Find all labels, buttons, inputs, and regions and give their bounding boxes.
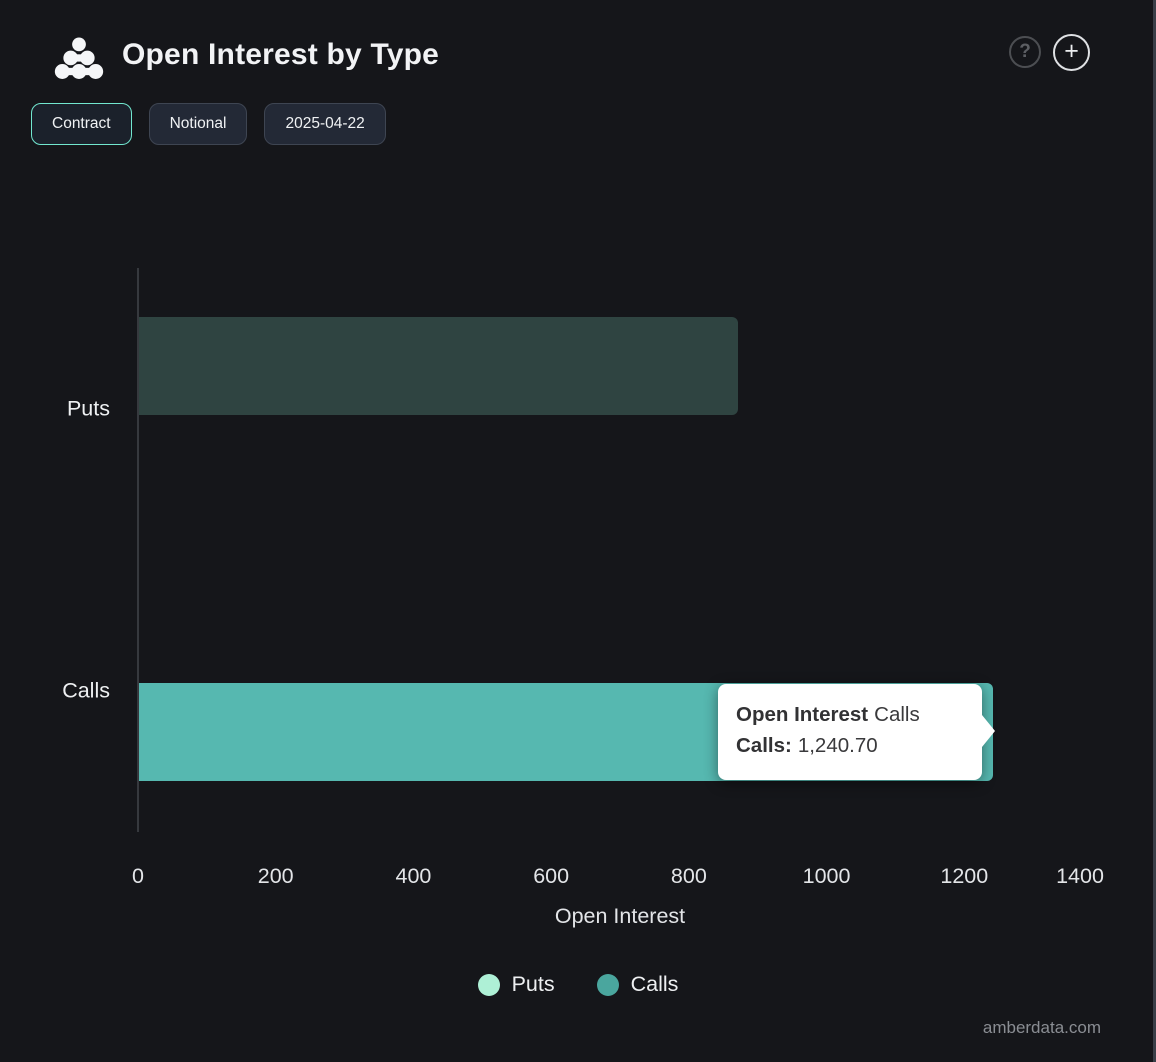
legend-label: Puts [511, 972, 555, 996]
legend-item-calls[interactable]: Calls [596, 972, 679, 997]
tooltip-row-value: 1,240.70 [797, 734, 878, 757]
tooltip-arrow [982, 715, 995, 747]
category-label-calls: Calls [62, 678, 110, 703]
toolbar-button-contract[interactable]: Contract [31, 103, 132, 145]
chart-tooltip: Open Interest Calls Calls: 1,240.70 [718, 684, 995, 780]
tooltip-row-label: Calls: [736, 734, 792, 757]
tooltip-series-suffix: Calls [874, 703, 920, 726]
scrollbar-track[interactable] [1153, 0, 1156, 1062]
tooltip-title-row: Open Interest Calls [736, 699, 982, 730]
x-tick-label: 400 [395, 864, 432, 888]
help-button[interactable]: ? [1009, 36, 1041, 68]
legend-label: Calls [630, 972, 679, 996]
toolbar: Contract Notional 2025-04-22 [31, 103, 386, 145]
page-title: Open Interest by Type [122, 38, 440, 71]
amberdata-logo-icon [54, 36, 104, 82]
bar-puts[interactable] [139, 317, 739, 415]
x-tick-label: 1000 [802, 864, 851, 888]
tooltip-value-row: Calls: 1,240.70 [736, 730, 982, 761]
x-tick-label: 1200 [940, 864, 989, 888]
chart-legend: Puts Calls [0, 972, 1156, 997]
x-tick-label: 600 [533, 864, 570, 888]
x-tick-label: 800 [670, 864, 707, 888]
question-mark-icon: ? [1019, 41, 1031, 62]
x-axis-title: Open Interest [554, 904, 686, 928]
legend-dot-calls [596, 973, 619, 996]
add-button[interactable]: + [1053, 34, 1090, 71]
legend-dot-puts [477, 973, 500, 996]
toolbar-button-2025-04-22[interactable]: 2025-04-22 [264, 103, 386, 145]
toolbar-button-notional[interactable]: Notional [148, 103, 248, 145]
x-tick-label: 200 [257, 864, 294, 888]
category-label-puts: Puts [66, 396, 110, 421]
tooltip-series-name: Open Interest [736, 703, 869, 726]
plus-icon: + [1064, 37, 1079, 65]
legend-item-puts[interactable]: Puts [477, 972, 555, 997]
watermark: amberdata.com [982, 1018, 1101, 1037]
y-axis-line [137, 268, 139, 832]
x-tick-label: 1400 [1056, 864, 1104, 888]
x-tick-label: 0 [132, 864, 144, 888]
